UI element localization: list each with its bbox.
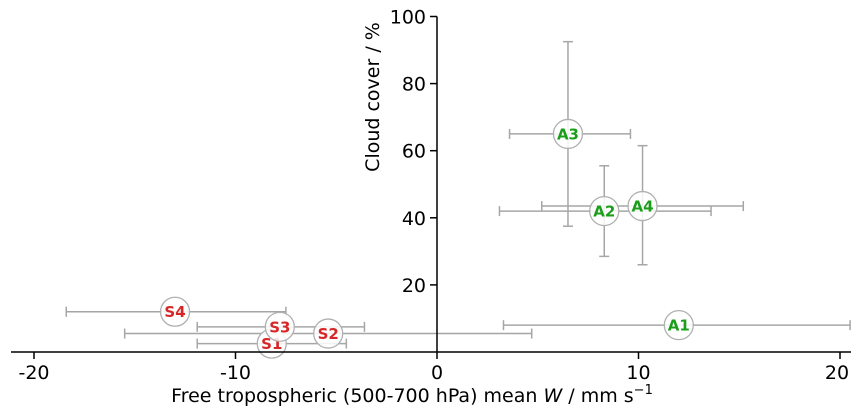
y-tick-label: 100	[390, 7, 426, 29]
point-label: S4	[164, 303, 185, 321]
x-tick-label: -20	[18, 362, 49, 384]
x-axis-title-unit: / mm s	[562, 385, 633, 407]
x-axis-title-prefix: Free tropospheric (500-700 hPa) mean	[171, 385, 543, 407]
y-axis-title: Cloud cover / %	[362, 22, 384, 172]
point-marker	[589, 195, 620, 227]
x-tick-label: -10	[220, 362, 251, 384]
x-tick-label: 0	[431, 362, 443, 384]
point-marker	[264, 311, 295, 342]
y-tick-label: 40	[402, 208, 426, 230]
y-tick-label: 20	[402, 275, 426, 297]
point-marker	[313, 318, 344, 349]
point-marker	[663, 310, 694, 341]
point-label: A4	[632, 198, 654, 216]
x-axis-title-variable: W	[543, 385, 563, 407]
x-axis-title: Free tropospheric (500-700 hPa) mean W /…	[171, 383, 653, 407]
point-marker	[159, 296, 191, 327]
y-tick-label: 80	[402, 74, 426, 96]
x-tick-label: 10	[626, 362, 650, 384]
point-s3: S3	[264, 311, 295, 342]
point-s4: S4	[159, 296, 191, 327]
point-label: S3	[269, 318, 290, 336]
point-label: A1	[668, 317, 690, 335]
point-a2: A2	[589, 195, 620, 227]
point-label: A2	[593, 203, 615, 221]
point-a1: A1	[663, 310, 694, 341]
point-s2: S2	[313, 318, 344, 349]
point-a4: A4	[627, 190, 658, 222]
point-label: A3	[557, 125, 579, 143]
y-tick-label: 60	[402, 141, 426, 163]
point-marker	[552, 118, 584, 150]
point-a3: A3	[552, 118, 584, 150]
x-axis-title-exponent: −1	[634, 383, 653, 398]
point-marker	[627, 190, 658, 222]
axes-layer: -20 -10 0 10 20 20 40 60 80 100	[11, 7, 851, 384]
x-tick-label: 20	[825, 362, 849, 384]
point-label: S2	[318, 325, 339, 343]
